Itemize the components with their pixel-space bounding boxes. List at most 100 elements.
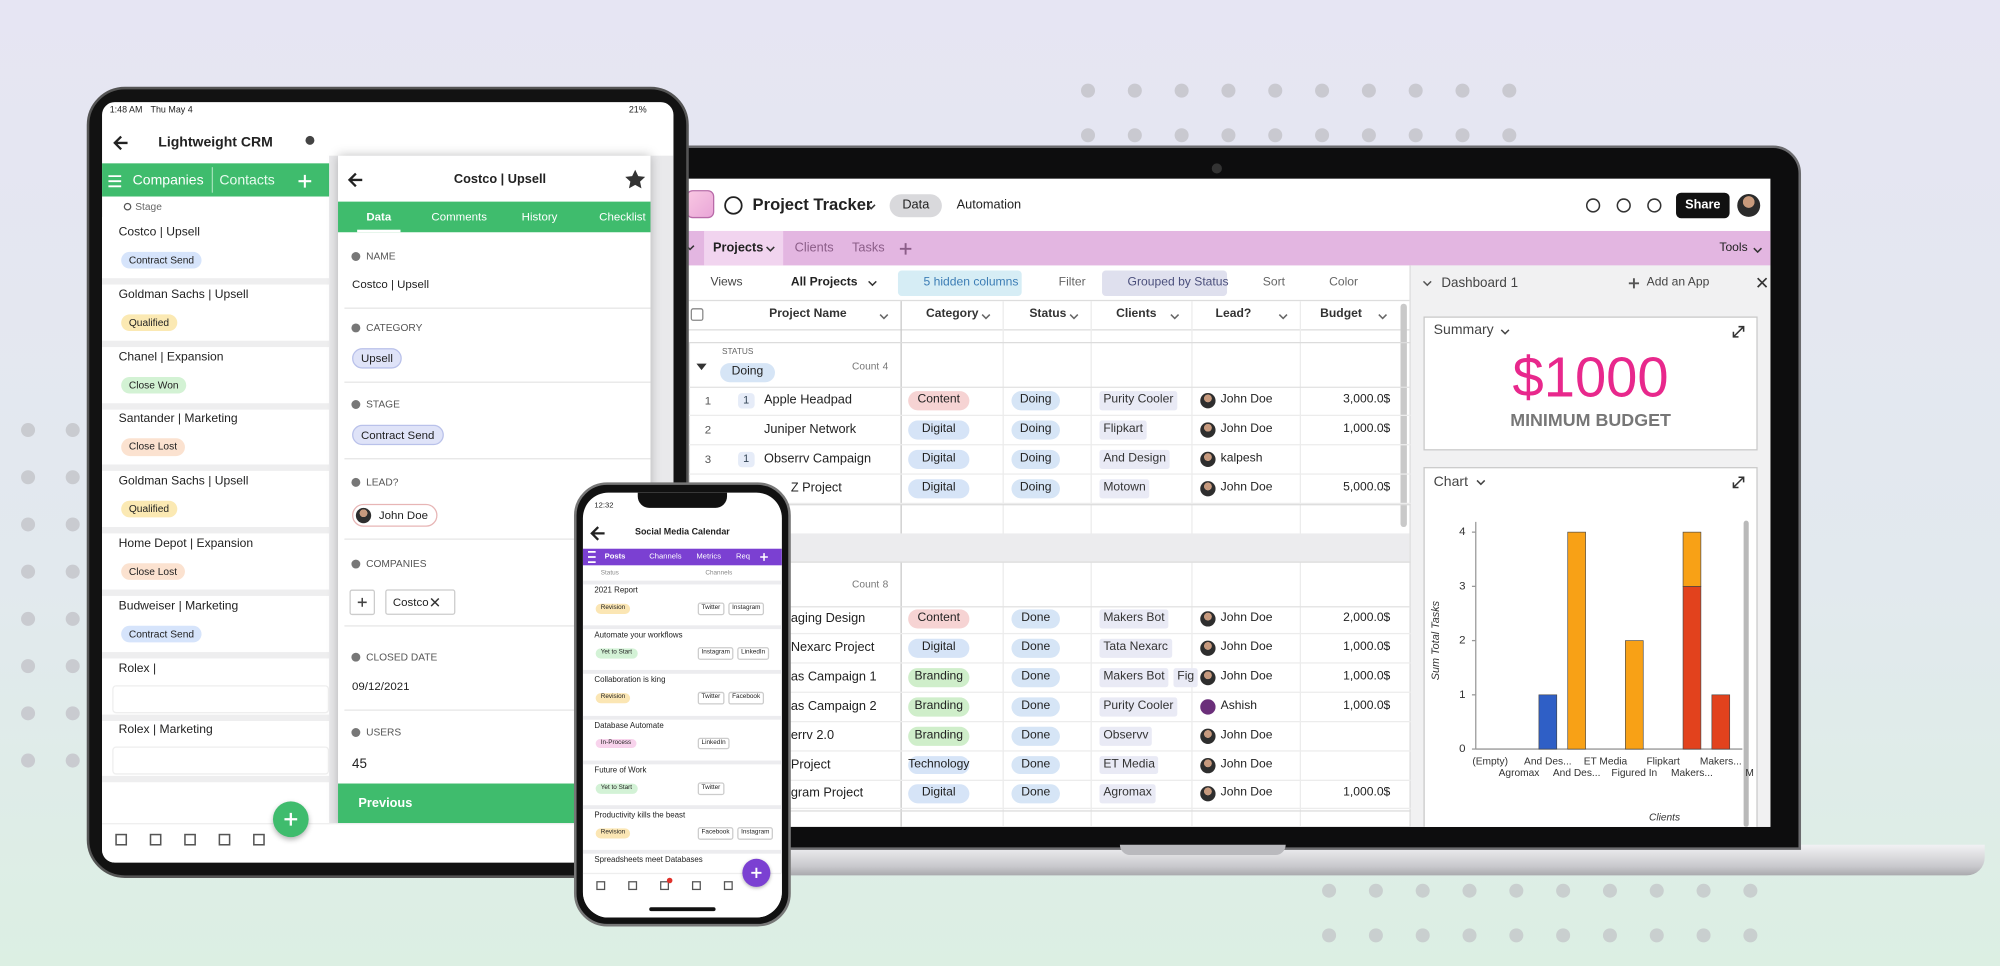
- status-pill: Revision: [595, 603, 631, 614]
- field-value[interactable]: Contract Send: [352, 424, 444, 446]
- lead-avatar: [1200, 786, 1216, 802]
- toolbar-button[interactable]: All Projects: [790, 275, 858, 290]
- detail-tab[interactable]: Checklist: [599, 210, 646, 224]
- column-divider: [1090, 301, 1092, 827]
- record-name[interactable]: Goldman Sachs | Upsell: [118, 474, 249, 489]
- record-name[interactable]: Home Depot | Expansion: [118, 536, 254, 551]
- column-divider: [1191, 301, 1193, 827]
- project-name[interactable]: aging Design: [790, 611, 866, 626]
- post-title[interactable]: Future of Work: [594, 765, 647, 775]
- post-title[interactable]: Spreadsheets meet Databases: [594, 855, 703, 865]
- post-title[interactable]: 2021 Report: [594, 586, 638, 596]
- tab[interactable]: Companies: [132, 173, 204, 189]
- column-header[interactable]: Category: [926, 306, 979, 321]
- project-name[interactable]: Juniper Network: [764, 422, 857, 437]
- dot: [1415, 928, 1430, 943]
- tab[interactable]: Metrics: [696, 552, 722, 561]
- toolbar-button[interactable]: Views: [710, 275, 743, 290]
- project-name[interactable]: gram Project: [790, 786, 864, 801]
- channel-chip: Twitter: [697, 692, 725, 705]
- toolbar-button[interactable]: 5 hidden columns: [923, 275, 1019, 290]
- record-name[interactable]: Santander | Marketing: [118, 412, 238, 427]
- field-label: COMPANIES: [366, 558, 427, 570]
- dot: [1221, 128, 1236, 143]
- field-value[interactable]: Costco: [385, 589, 456, 616]
- column-header[interactable]: Status: [1029, 306, 1067, 321]
- tools-menu[interactable]: Tools: [1719, 240, 1748, 255]
- table-tab[interactable]: Projects: [713, 241, 764, 256]
- project-name[interactable]: Nexarc Project: [790, 640, 875, 655]
- post-title[interactable]: Collaboration is king: [594, 676, 666, 686]
- lead-name: John Doe: [1220, 480, 1273, 495]
- project-name[interactable]: Apple Headpad: [764, 393, 852, 408]
- dot: [1649, 928, 1664, 943]
- project-name[interactable]: errv 2.0: [790, 728, 835, 743]
- detail-tab[interactable]: History: [521, 210, 558, 224]
- mode-tab[interactable]: Automation: [956, 198, 1022, 213]
- dot: [21, 611, 36, 626]
- tab[interactable]: Channels: [649, 552, 682, 561]
- post-title[interactable]: Productivity kills the beast: [594, 810, 686, 820]
- record-name[interactable]: Goldman Sachs | Upsell: [118, 287, 249, 302]
- client-chip: Flipkart: [1099, 420, 1147, 440]
- chart-scrollbar: [1743, 520, 1749, 827]
- post-title[interactable]: Database Automate: [594, 721, 664, 730]
- tab[interactable]: Posts: [604, 552, 626, 561]
- dot: [1322, 883, 1337, 898]
- lead-name: kalpesh: [1220, 450, 1263, 465]
- count-value: 4: [882, 360, 889, 372]
- record-separator: [102, 340, 330, 347]
- field-separator: [344, 625, 651, 627]
- column-header[interactable]: Budget: [1320, 306, 1362, 321]
- project-name[interactable]: as Campaign 1: [790, 670, 877, 685]
- share-label[interactable]: Share: [1685, 198, 1721, 213]
- column-header[interactable]: Lead?: [1215, 306, 1252, 321]
- field-label: LEAD?: [366, 476, 399, 488]
- phone-fab[interactable]: [742, 858, 771, 887]
- toolbar-button[interactable]: Filter: [1058, 275, 1086, 290]
- project-name[interactable]: Project: [790, 757, 831, 772]
- empty-field: [112, 747, 330, 776]
- field-value[interactable]: John Doe: [352, 503, 437, 528]
- field-value[interactable]: Upsell: [352, 348, 402, 370]
- record-name[interactable]: Rolex |: [118, 661, 157, 676]
- button-label[interactable]: Previous: [358, 796, 413, 811]
- project-name[interactable]: as Campaign 2: [790, 699, 877, 714]
- group-header-border: [688, 386, 1411, 388]
- record-name[interactable]: Rolex | Marketing: [118, 723, 213, 738]
- table-tab[interactable]: Tasks: [852, 241, 885, 256]
- dot: [21, 564, 36, 579]
- back-icon: [113, 135, 128, 151]
- widget-title: Summary: [1433, 322, 1494, 338]
- share-button[interactable]: [1676, 192, 1730, 219]
- record-name[interactable]: Costco | Upsell: [118, 225, 200, 240]
- record-separator: [102, 651, 330, 659]
- stage-pill: Contract Send: [121, 625, 202, 643]
- detail-tab[interactable]: Comments: [431, 210, 487, 224]
- record-separator: [102, 714, 330, 721]
- dot: [21, 659, 36, 674]
- tab[interactable]: Req: [735, 552, 751, 561]
- post-title[interactable]: Automate your workflows: [594, 631, 683, 641]
- add-company[interactable]: [349, 589, 375, 616]
- stage-pill: Contract Send: [121, 251, 202, 269]
- project-name[interactable]: Z Project: [790, 481, 842, 496]
- lead-avatar: [1200, 669, 1216, 686]
- column-header[interactable]: Clients: [1116, 306, 1157, 321]
- detail-tab[interactable]: Data: [366, 210, 392, 224]
- toolbar-button[interactable]: Color: [1329, 275, 1359, 290]
- toolbar-button[interactable]: Grouped by Status: [1127, 275, 1229, 290]
- fab[interactable]: [272, 801, 309, 838]
- add-app-button[interactable]: Add an App: [1646, 275, 1710, 290]
- toolbar-button[interactable]: Sort: [1262, 275, 1285, 290]
- dot: [65, 470, 80, 485]
- dot: [1502, 83, 1517, 98]
- project-name[interactable]: Obserrv Campaign: [764, 451, 872, 466]
- mode-tab[interactable]: Data: [889, 194, 943, 217]
- record-name[interactable]: Budweiser | Marketing: [118, 598, 239, 613]
- table-tab[interactable]: Clients: [794, 241, 834, 256]
- dot: [1415, 883, 1430, 898]
- column-header[interactable]: Project Name: [769, 306, 847, 321]
- tab[interactable]: Contacts: [219, 173, 275, 189]
- record-name[interactable]: Chanel | Expansion: [118, 349, 224, 364]
